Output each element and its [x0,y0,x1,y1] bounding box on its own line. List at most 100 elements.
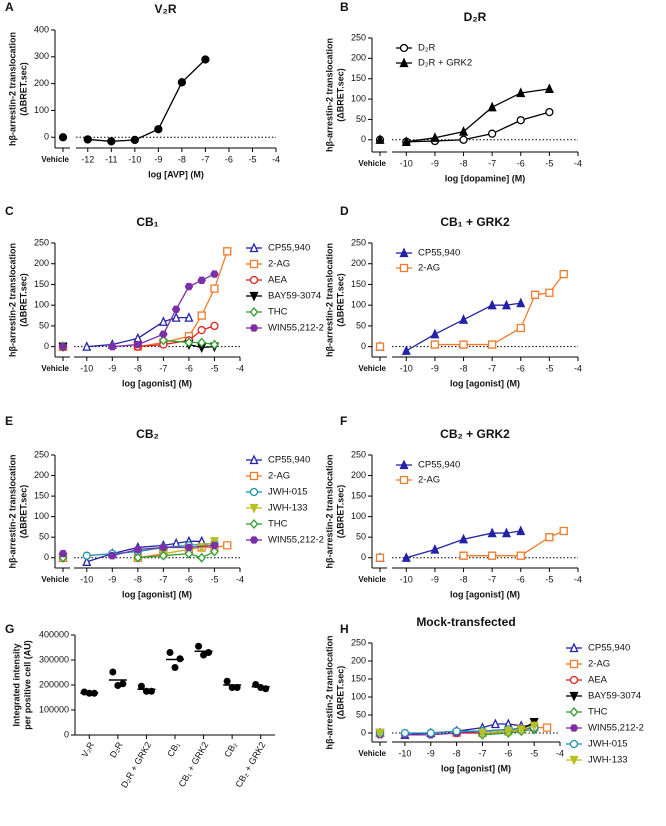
x-tick-label: D₂R + GRK2 [119,740,153,789]
data-point [107,137,116,146]
x-tick-label: -7 [201,154,209,164]
y-axis-label: (ΔBRET.sec) [18,485,28,538]
data-point [209,537,219,547]
vehicle-label: Vehicle [358,749,386,758]
y-axis-label: hβ-arrestin-2 translocation [7,32,17,146]
legend-marker [569,675,579,685]
x-tick-label: -7 [488,158,496,168]
y-tick-label: 200 [351,470,366,480]
data-point [177,78,187,87]
x-tick-label: -8 [460,158,468,168]
data-point [166,649,174,656]
data-point [501,527,511,538]
y-tick-label: 0 [361,134,366,144]
y-tick-label: 250 [351,237,366,247]
legend-label: BAY59-3074 [588,691,641,702]
legend-marker [569,691,579,702]
data-point [400,728,410,738]
x-tick-label: -10 [400,574,413,584]
y-tick-label: 150 [34,279,49,289]
legend-marker [249,503,259,514]
data-point [205,649,213,656]
data-point [487,101,497,112]
y-tick-label: 200 [351,655,366,665]
x-tick-label: -4 [574,158,582,168]
y-axis-label: per positive cell (AU) [22,640,32,730]
x-tick-label: -5 [530,748,538,758]
data-point [559,269,568,279]
x-tick-label: -10 [400,158,413,168]
x-tick-label: -4 [574,363,582,373]
data-point [201,55,210,64]
x-tick-label: -9 [108,363,116,373]
legend-label: CP55,940 [268,243,310,254]
legend-marker [249,324,259,332]
vehicle-point [375,342,385,351]
y-tick-label: 150 [351,673,366,683]
data-point [529,721,539,732]
y-tick-label: 300000 [39,654,69,664]
panel-letter: H [340,622,349,636]
data-point [133,545,143,554]
y-tick-label: 0 [361,552,366,562]
data-point [542,723,552,732]
y-axis-label: (ΔBRET.sec) [335,68,345,121]
data-point [544,83,554,94]
y-tick-label: 250 [34,237,49,247]
data-point [459,340,468,349]
x-tick-label: CB₂ + GRK2 [233,740,267,789]
x-tick-label: -8 [453,748,461,758]
data-point [171,305,181,314]
legend-marker [569,739,579,749]
y-axis-label: hβ-arrestin-2 translocation [324,454,334,568]
x-tick-label: -8 [460,574,468,584]
x-axis-label: log [agonist] (M) [450,589,520,599]
x-tick-label: CB₁ [165,740,181,758]
legend-marker [249,519,259,529]
x-tick-label: CB₂ [222,740,239,759]
vehicle-point [375,553,385,562]
data-point [487,299,497,310]
x-tick-label: -4 [236,574,244,584]
x-tick-label: -5 [545,158,553,168]
panel-letter: D [340,204,349,218]
y-tick-label: 200 [34,470,49,480]
x-tick-label: CB₁ + GRK2 [177,740,211,789]
legend-label: JWH-133 [268,503,308,514]
y-tick-label: 300 [34,51,49,61]
y-tick-label: 100 [34,105,49,115]
legend-label: 2-AG [268,259,290,270]
data-point [210,321,219,331]
y-tick-label: 100 [351,93,366,103]
legend-label: AEA [268,275,288,286]
data-point [195,642,203,650]
data-point [459,314,469,324]
x-tick-label: -5 [248,154,256,164]
legend-label: WIN55,212-2 [268,535,324,546]
series-line [163,339,215,346]
legend-marker [249,291,259,302]
y-tick-label: 100 [351,511,366,521]
y-tick-label: 50 [356,320,366,330]
x-tick-label: -10 [80,574,93,584]
y-axis-label: hβ-arrestin-2 translocation [324,635,334,749]
vehicle-label: Vehicle [41,364,69,373]
x-axis-label: log [agonist] (M) [122,589,192,599]
data-point [516,725,526,735]
panel-letter: G [5,622,14,636]
x-tick-label: -5 [545,363,553,373]
panel-letter: E [5,414,13,428]
data-point [516,297,526,308]
y-tick-label: 50 [39,320,49,330]
y-tick-label: 0 [361,341,366,351]
panel-letter: B [340,0,349,14]
panel-title: CB₂ + GRK2 [440,427,510,441]
panel-title: CB₂ [136,427,159,441]
legend-marker [249,487,259,497]
y-tick-label: 250 [351,32,366,42]
x-tick-label: -7 [159,574,167,584]
data-point [488,340,497,349]
data-point [210,339,219,350]
data-point [137,682,145,690]
